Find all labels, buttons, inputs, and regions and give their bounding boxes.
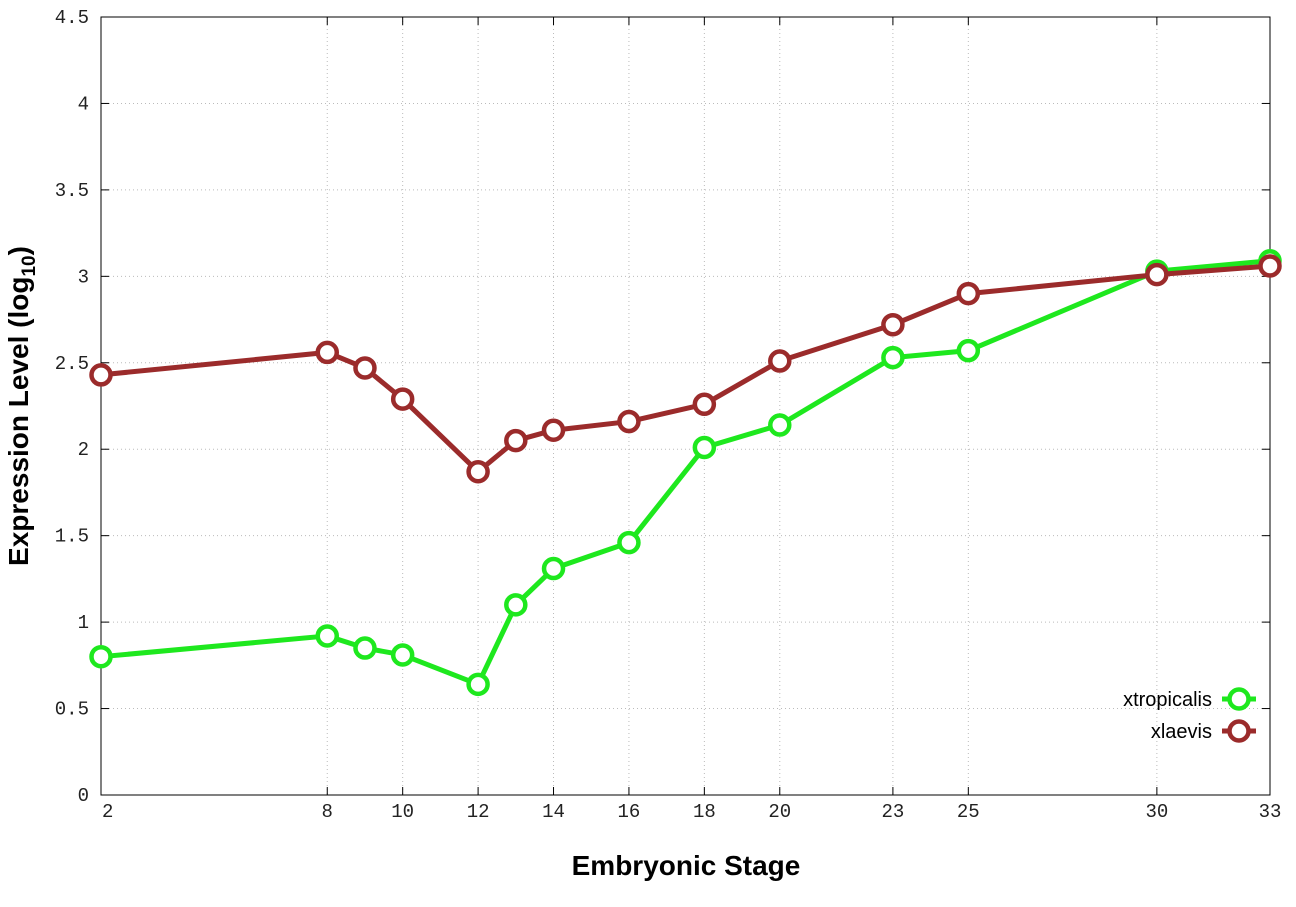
data-point	[1258, 254, 1282, 278]
y-tick-label: 3	[78, 266, 89, 288]
x-tick-label: 18	[693, 801, 716, 823]
data-point	[504, 593, 528, 617]
legend-marker	[1227, 687, 1251, 711]
x-tick-label: 20	[768, 801, 791, 823]
data-point	[315, 340, 340, 365]
ticks: 0 0.5 1 1.5 2 2.5 3 3.5 4 4.5 2 8 10 12 14 16 18 20 23 25 30…	[55, 7, 1282, 823]
data-point	[390, 387, 415, 411]
data-point	[1145, 262, 1169, 287]
data-point	[692, 392, 717, 417]
x-tick-label: 16	[618, 801, 641, 823]
plot-frame	[100, 16, 1271, 796]
data-point	[617, 409, 641, 434]
data-point	[89, 363, 113, 387]
data-point	[466, 672, 490, 697]
series-xlaevis	[89, 254, 1282, 484]
x-tick-label: 23	[881, 801, 904, 823]
legend: xtropicalis xlaevis	[1123, 687, 1256, 743]
series	[89, 249, 1282, 697]
x-tick-label: 33	[1259, 801, 1282, 823]
x-tick-label: 12	[467, 801, 490, 823]
series-line	[100, 258, 1271, 687]
y-axis-label: Expression Level (log10)	[3, 246, 40, 566]
data-point	[390, 643, 415, 667]
grid	[100, 16, 1271, 796]
x-tick-label: 8	[322, 801, 333, 823]
y-tick-label: 4.5	[55, 7, 89, 29]
y-tick-label: 0	[78, 785, 89, 807]
y-tick-label: 4	[78, 93, 89, 115]
data-point	[692, 435, 717, 460]
legend-marker	[1227, 719, 1251, 743]
data-point	[541, 556, 566, 581]
x-tick-label: 14	[542, 801, 565, 823]
legend-label: xtropicalis	[1123, 689, 1212, 711]
x-axis-label: Embryonic Stage	[572, 850, 801, 881]
x-tick-label: 2	[102, 801, 113, 823]
data-point	[504, 428, 528, 453]
data-point	[881, 345, 905, 370]
data-point	[881, 312, 905, 337]
x-tick-label: 25	[957, 801, 980, 823]
data-point	[768, 413, 792, 437]
y-tick-label: 1.5	[55, 526, 89, 548]
data-point	[768, 349, 792, 373]
data-point	[353, 356, 377, 380]
data-point	[956, 281, 981, 306]
series-xtropicalis	[89, 249, 1282, 697]
data-point	[541, 418, 566, 442]
data-point	[956, 338, 981, 363]
y-tick-label: 2.5	[55, 353, 89, 375]
data-point	[617, 530, 641, 555]
y-tick-label: 3.5	[55, 180, 89, 202]
data-point	[315, 624, 340, 648]
x-tick-label: 10	[391, 801, 414, 823]
data-point	[466, 459, 490, 484]
y-tick-label: 2	[78, 439, 89, 461]
legend-label: xlaevis	[1151, 721, 1212, 743]
x-tick-label: 30	[1145, 801, 1168, 823]
data-point	[89, 644, 113, 669]
data-point	[353, 636, 377, 660]
y-tick-label: 0.5	[55, 699, 89, 721]
y-tick-label: 1	[78, 612, 89, 634]
